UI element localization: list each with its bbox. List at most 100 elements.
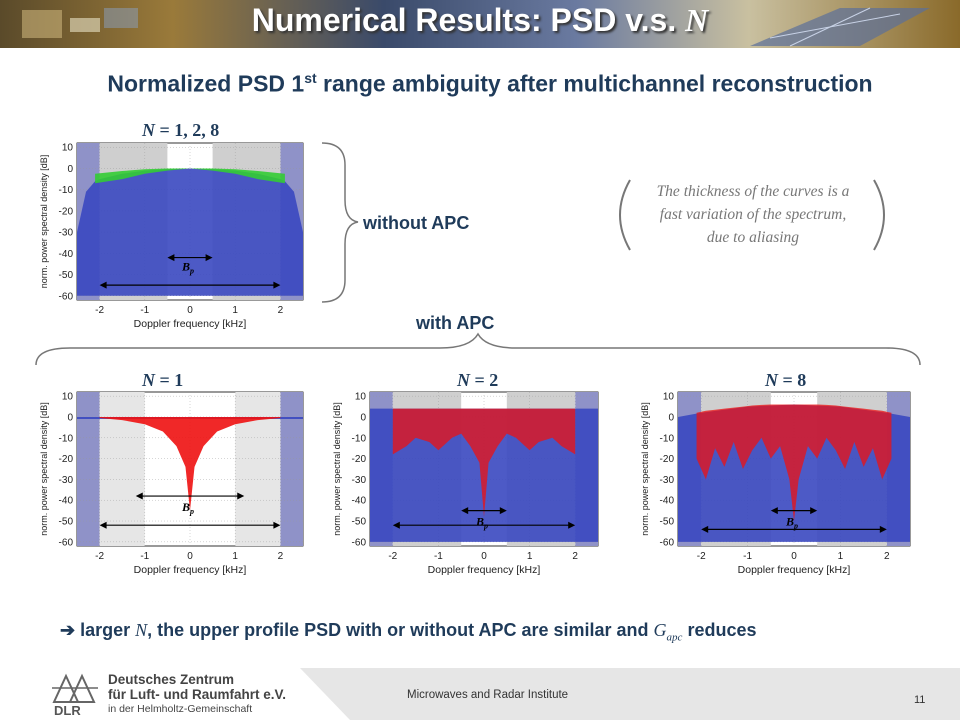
chart-3-label: N = 2 [457,370,499,390]
x-tick-label-0: -2 [95,551,104,562]
y-tick-label-5: -40 [660,496,675,507]
x-axis-label: Doppler frequency [kHz] [134,318,247,330]
y-axis-label: norm. power spectral density [dB] [332,402,342,536]
slide-subtitle: Normalized PSD 1st range ambiguity after… [107,70,873,97]
page-number: 11 [914,694,926,706]
x-tick-label-2: 0 [187,305,193,316]
bp-arrow-head-left [770,507,778,515]
bp-subscript: p [793,522,798,531]
x-axis-label: Doppler frequency [kHz] [134,564,247,576]
full-band-arrow-head-left [99,281,107,289]
full-band-arrow-head-left [392,521,400,529]
y-tick-label-3: -20 [352,454,367,465]
y-tick-label-7: -60 [59,537,74,548]
chart-4-label: N = 8 [765,370,807,390]
y-tick-label-1: 0 [668,412,674,423]
chart-2-label: N = 1 [142,370,184,390]
y-tick-label-7: -60 [59,291,74,302]
band-left-outer [77,392,100,546]
bp-subscript: p [189,507,194,516]
y-tick-label-4: -30 [59,228,74,239]
x-tick-label-2: 0 [791,551,797,562]
bp-arrow-head-right [205,254,213,262]
full-band-arrow-head-right [568,521,576,529]
full-band-arrow-head-right [273,521,281,529]
y-tick-label-6: -50 [59,270,74,281]
y-tick-label-4: -30 [660,475,675,486]
y-tick-label-1: 0 [67,164,73,175]
y-tick-label-6: -50 [59,517,74,528]
slide-title: Numerical Results: PSD v.s. N [251,2,709,38]
y-tick-label-3: -20 [59,454,74,465]
x-tick-label-2: 0 [481,551,487,562]
y-axis-label: norm. power spectral density [dB] [640,402,650,536]
y-tick-label-1: 0 [360,412,366,423]
bp-subscript: p [189,267,194,276]
x-tick-label-2: 0 [187,551,193,562]
bp-arrow-head-left [461,507,469,515]
x-axis-label: Doppler frequency [kHz] [738,564,851,576]
x-tick-label-4: 2 [278,305,284,316]
header-banner: Numerical Results: PSD v.s. N [0,0,960,48]
footer-logo-area [0,668,300,720]
bp-arrow-head-left [167,254,175,262]
y-tick-label-6: -50 [660,517,675,528]
x-tick-label-3: 1 [232,551,238,562]
y-tick-label-5: -40 [352,496,367,507]
bp-subscript: p [483,522,488,531]
y-tick-label-0: 10 [62,143,74,154]
y-axis-label: norm. power spectral density [dB] [39,155,49,289]
x-tick-label-1: -1 [140,305,149,316]
full-band-arrow-head-left [701,525,709,533]
full-band-arrow-head-right [273,281,281,289]
bp-arrow-head-right [499,507,507,515]
series-area-red [99,416,281,511]
conclusion-text: ➔ larger N, the upper profile PSD with o… [60,620,757,644]
with-apc-label: with APC [416,313,495,333]
band-right-outer [280,392,303,546]
bp-arrow-head-right [237,492,245,500]
y-tick-label-4: -30 [59,475,74,486]
y-tick-label-7: -60 [352,537,367,548]
series-area-red [392,408,576,517]
y-tick-label-3: -20 [59,206,74,217]
x-tick-label-1: -1 [140,551,149,562]
y-tick-label-3: -20 [660,454,675,465]
without-apc-label: without APC [363,213,470,233]
y-tick-label-4: -30 [352,475,367,486]
chart-1-label: N = 1, 2, 8 [142,120,220,140]
y-tick-label-7: -60 [660,537,675,548]
aliasing-note: The thickness of the curves is a fast va… [628,180,878,249]
arrow-icon: ➔ [60,620,76,640]
note-line: fast variation of the spectrum, [659,206,847,223]
satellite-icon [22,8,138,38]
full-band-arrow-head-right [879,525,887,533]
x-tick-label-1: -1 [434,551,443,562]
x-tick-label-1: -1 [743,551,752,562]
solar-panel-icon [750,7,930,47]
x-tick-label-0: -2 [95,305,104,316]
series-area-blue [77,168,303,296]
x-tick-label-3: 1 [527,551,533,562]
x-tick-label-0: -2 [697,551,706,562]
y-tick-label-6: -50 [352,517,367,528]
x-tick-label-4: 2 [572,551,578,562]
y-tick-label-2: -10 [59,433,74,444]
y-tick-label-2: -10 [352,433,367,444]
dlr-logo-icon: DLR [52,673,98,718]
full-band-arrow-head-left [99,521,107,529]
dlr-logo-text: DLR [54,703,81,718]
y-tick-label-2: -10 [59,185,74,196]
institute-name: Microwaves and Radar Institute [407,689,569,701]
footer-wedge [290,668,350,720]
y-tick-label-1: 0 [67,412,73,423]
x-tick-label-0: -2 [388,551,397,562]
x-axis-label: Doppler frequency [kHz] [428,564,541,576]
y-tick-label-5: -40 [59,249,74,260]
note-line: due to aliasing [706,229,800,246]
